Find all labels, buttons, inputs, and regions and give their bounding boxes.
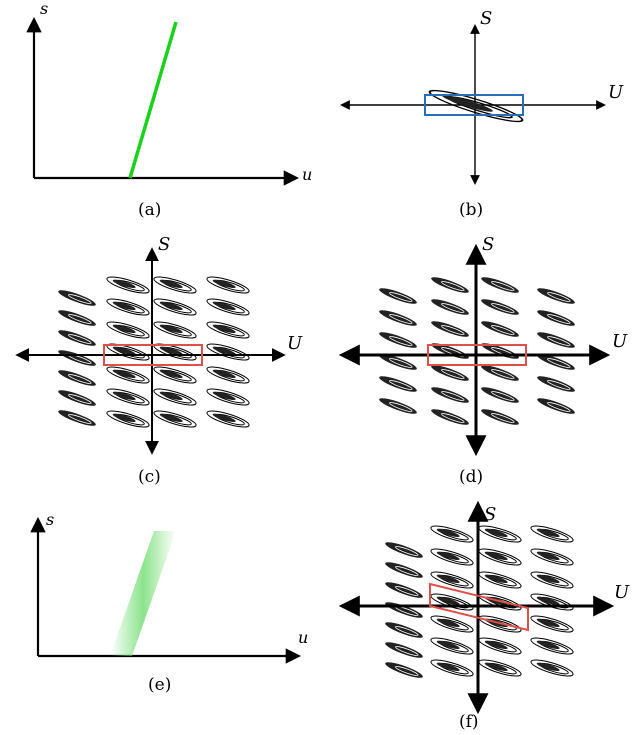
panel-f: S U (f) bbox=[338, 500, 630, 732]
caption: (c) bbox=[138, 467, 161, 487]
right-column bbox=[535, 285, 577, 417]
y-axis-label: S bbox=[158, 234, 170, 255]
x-axis-label: U bbox=[287, 333, 303, 354]
caption: (d) bbox=[459, 467, 483, 487]
panel-e: s u (e) bbox=[30, 510, 308, 695]
x-axis-label: u bbox=[302, 165, 312, 184]
panel-a: s u (a) bbox=[26, 0, 312, 220]
sampling-box bbox=[424, 94, 524, 116]
right-column bbox=[204, 273, 252, 431]
panel-d: S U (d) bbox=[338, 234, 628, 487]
caption: (b) bbox=[459, 200, 483, 220]
sampling-box bbox=[427, 344, 527, 366]
y-axis-label: S bbox=[484, 504, 496, 525]
right-column bbox=[528, 522, 576, 680]
panel-b: S U (b) bbox=[340, 8, 624, 220]
blurred-line bbox=[110, 531, 176, 656]
sheared-sampling-box bbox=[429, 582, 529, 632]
caption: (e) bbox=[148, 675, 171, 695]
left-column bbox=[383, 539, 425, 681]
left-column bbox=[56, 287, 98, 429]
panel-c: S U (c) bbox=[15, 234, 303, 487]
caption: (a) bbox=[138, 200, 161, 220]
green-line bbox=[128, 21, 178, 179]
x-axis-label: U bbox=[612, 331, 628, 352]
center-columns bbox=[428, 522, 524, 680]
y-axis-label: s bbox=[46, 510, 54, 529]
sampling-box bbox=[103, 344, 203, 366]
caption: (f) bbox=[459, 712, 479, 732]
x-axis-label: U bbox=[608, 82, 624, 103]
left-column bbox=[377, 285, 419, 417]
y-axis-label: s bbox=[40, 0, 48, 18]
y-axis-label: S bbox=[482, 234, 494, 255]
x-axis-label: U bbox=[614, 582, 630, 603]
ellipse bbox=[426, 84, 526, 128]
y-axis-label: S bbox=[480, 8, 492, 29]
x-axis-label: u bbox=[298, 628, 308, 647]
